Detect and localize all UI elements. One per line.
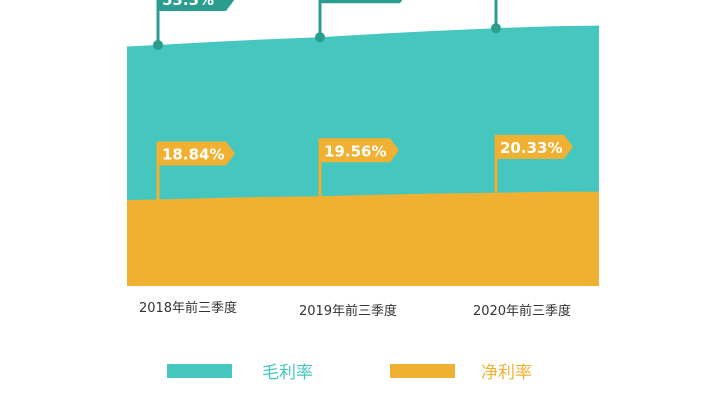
x-tick-label-0: 2018年前三季度 (139, 300, 237, 316)
data-label: 20.33% (500, 139, 562, 157)
data-label: 55.04% (324, 0, 386, 1)
flag-banner (320, 0, 403, 4)
legend-label-gross-margin: 毛利率 (262, 363, 313, 383)
x-axis-ticks: 2018年前三季度 2019年前三季度 2020年前三季度 (139, 300, 571, 319)
legend-swatch-gross-margin (167, 364, 232, 378)
legend-swatch-net-margin (390, 364, 455, 378)
data-point (491, 23, 501, 34)
data-label: 19.56% (324, 142, 386, 160)
data-label: 18.84% (162, 146, 224, 164)
data-point (153, 40, 163, 51)
flag-layer: 53.3%55.04%57.05%18.84%19.56%20.33% (153, 0, 573, 200)
x-tick-label-1: 2019年前三季度 (299, 303, 397, 319)
flag-banner (158, 0, 235, 12)
flag-banner (320, 138, 399, 163)
area-series-1 (127, 191, 599, 286)
flag-banner (496, 134, 573, 159)
data-label: 53.3% (162, 0, 214, 9)
legend-label-net-margin: 净利率 (481, 363, 532, 383)
flag-banner (158, 141, 235, 166)
legend: 毛利率 净利率 (167, 363, 532, 383)
x-tick-label-2: 2020年前三季度 (473, 303, 571, 319)
data-point (315, 32, 325, 43)
